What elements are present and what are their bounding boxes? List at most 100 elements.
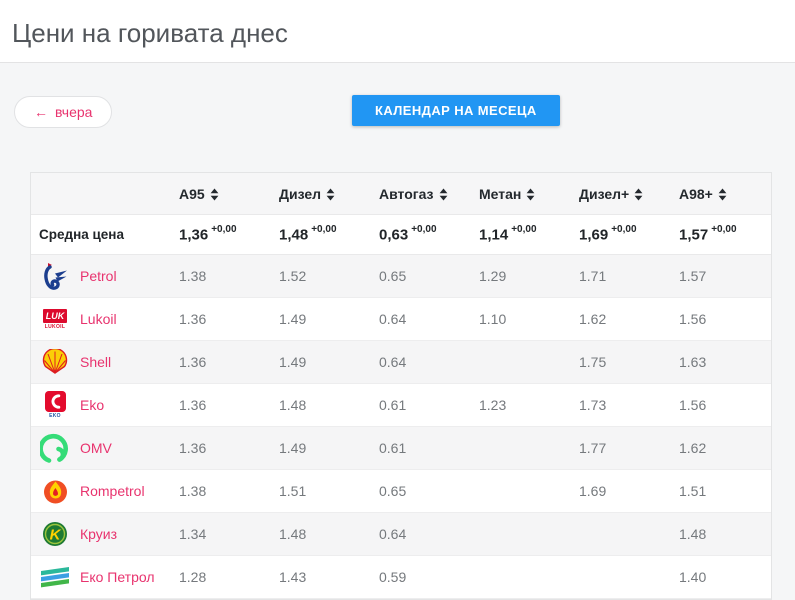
brands-tbody: Petrol 1.38 1.52 0.65 1.29 1.71 1.57 LUK LUKOIL L… (31, 254, 771, 599)
brand-cell: Petrol (31, 254, 171, 298)
shell-logo (39, 349, 71, 375)
price-cell (471, 555, 571, 599)
price-cell: 1.71 (571, 254, 671, 298)
average-row: Средна цена 1,36 +0,00 1,48 +0,00 0,63 +0,00 1… (31, 214, 771, 255)
price-cell: 1.62 (571, 297, 671, 341)
petrol-logo (39, 262, 71, 290)
sort-icon[interactable] (439, 188, 448, 201)
brand-link[interactable]: Eko (80, 397, 105, 413)
price-cell: 1.36 (171, 383, 271, 427)
average-delta: +0,00 (311, 223, 337, 235)
page-title: Цени на горивата днес (12, 18, 288, 48)
brand-link[interactable]: Rompetrol (80, 483, 145, 499)
average-label: Средна цена (31, 214, 171, 255)
brand-link[interactable]: Shell (80, 354, 112, 370)
price-cell: 1.40 (671, 555, 771, 599)
average-value: 1,48 (279, 226, 309, 244)
price-cell: 1.49 (271, 297, 371, 341)
calendar-button[interactable]: КАЛЕНДАР НА МЕСЕЦА (352, 95, 560, 126)
column-header-a95[interactable]: A95 (171, 173, 271, 215)
column-label: Автогаз (379, 185, 434, 202)
brand-link[interactable]: Petrol (80, 268, 117, 284)
brand-cell: Rompetrol (31, 469, 171, 513)
column-header-diesel[interactable]: Дизел (271, 173, 371, 215)
fuel-prices-table: A95 Дизел Автогаз Метан Дизел+ A98+ Средна це… (31, 173, 771, 599)
sort-icon[interactable] (526, 188, 535, 201)
average-delta: +0,00 (411, 223, 437, 235)
column-header-autogas[interactable]: Автогаз (371, 173, 471, 215)
table-row: Petrol 1.38 1.52 0.65 1.29 1.71 1.57 (31, 254, 771, 298)
sort-icon[interactable] (634, 188, 643, 201)
price-cell: 1.49 (271, 340, 371, 384)
average-value: 0,63 (379, 226, 409, 244)
column-label: Метан (479, 185, 522, 202)
average-price-cell: 1,48 +0,00 (271, 214, 371, 255)
average-delta: +0,00 (211, 223, 237, 235)
price-cell: 1.29 (471, 254, 571, 298)
price-cell: 1.56 (671, 297, 771, 341)
lukoil-logo: LUK LUKOIL (43, 308, 67, 330)
kruiz-logo: K (39, 521, 71, 547)
price-cell (471, 426, 571, 470)
price-cell: 1.73 (571, 383, 671, 427)
eko-logo: EKO (39, 391, 71, 419)
price-cell (471, 340, 571, 384)
brand-cell: EKO Eko (31, 383, 171, 427)
price-cell: 0.64 (371, 512, 471, 556)
price-cell: 0.65 (371, 254, 471, 298)
omv-logo (39, 433, 71, 463)
sort-icon[interactable] (718, 188, 727, 201)
fuel-prices-table-card: A95 Дизел Автогаз Метан Дизел+ A98+ Средна це… (30, 172, 772, 600)
price-cell: 0.64 (371, 340, 471, 384)
average-price-cell: 1,14 +0,00 (471, 214, 571, 255)
brand-link[interactable]: Круиз (80, 526, 118, 542)
table-row: EKO Eko 1.36 1.48 0.61 1.23 1.73 1.56 (31, 383, 771, 427)
page-header: Цени на горивата днес (0, 0, 795, 63)
average-value: 1,14 (479, 226, 509, 244)
average-price-cell: 1,57 +0,00 (671, 214, 771, 255)
price-cell: 1.49 (271, 426, 371, 470)
price-cell: 1.63 (671, 340, 771, 384)
brand-cell: LUK LUKOIL Lukoil (31, 297, 171, 341)
table-row: LUK LUKOIL Lukoil 1.36 1.49 0.64 1.10 1.62 1.56 (31, 297, 771, 341)
column-label: A95 (179, 185, 205, 202)
brand-link[interactable]: Еко Петрол (80, 569, 155, 585)
left-arrow-icon: ← (34, 104, 48, 120)
price-cell: 0.61 (371, 383, 471, 427)
sort-icon[interactable] (210, 188, 219, 201)
brand-link[interactable]: Lukoil (80, 311, 117, 327)
price-cell: 0.61 (371, 426, 471, 470)
price-cell: 1.52 (271, 254, 371, 298)
yesterday-label: вчера (55, 104, 93, 120)
table-row: OMV 1.36 1.49 0.61 1.77 1.62 (31, 426, 771, 470)
sort-icon[interactable] (326, 188, 335, 201)
average-price-cell: 1,36 +0,00 (171, 214, 271, 255)
brand-cell: Shell (31, 340, 171, 384)
yesterday-button[interactable]: ← вчера (14, 96, 113, 128)
column-label: Дизел (279, 185, 322, 202)
table-row: K Круиз 1.34 1.48 0.64 1.48 (31, 512, 771, 556)
average-price-cell: 0,63 +0,00 (371, 214, 471, 255)
toolbar: ← вчера КАЛЕНДАР НА МЕСЕЦА (0, 63, 795, 131)
brand-cell: OMV (31, 426, 171, 470)
table-header-row: A95 Дизел Автогаз Метан Дизел+ A98+ (31, 173, 771, 215)
price-cell: 1.36 (171, 426, 271, 470)
svg-text:K: K (50, 527, 62, 544)
column-header-a98-plus[interactable]: A98+ (671, 173, 771, 215)
column-header-diesel-plus[interactable]: Дизел+ (571, 173, 671, 215)
table-row: Еко Петрол 1.28 1.43 0.59 1.40 (31, 555, 771, 599)
price-cell: 1.48 (271, 383, 371, 427)
column-label: Дизел+ (579, 185, 630, 202)
table-row: Rompetrol 1.38 1.51 0.65 1.69 1.51 (31, 469, 771, 513)
brand-link[interactable]: OMV (80, 440, 112, 456)
price-cell: 1.36 (171, 297, 271, 341)
price-cell: 0.59 (371, 555, 471, 599)
price-cell: 0.65 (371, 469, 471, 513)
average-price-cell: 1,69 +0,00 (571, 214, 671, 255)
price-cell: 1.34 (171, 512, 271, 556)
brand-column-header (31, 173, 171, 215)
rompetrol-logo (39, 478, 71, 505)
column-header-methane[interactable]: Метан (471, 173, 571, 215)
column-label: A98+ (679, 185, 713, 202)
price-cell: 1.38 (171, 469, 271, 513)
